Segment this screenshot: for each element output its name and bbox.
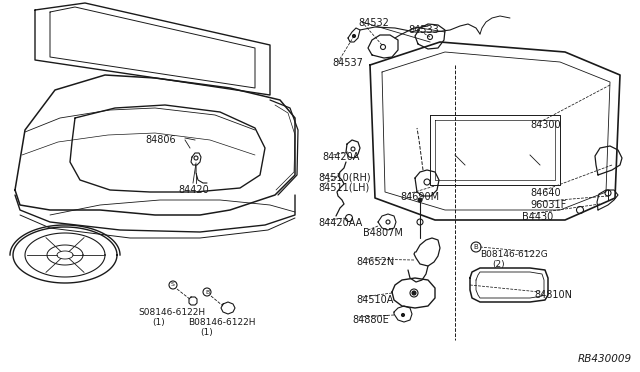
Text: (2): (2) [492,260,504,269]
Text: 96031F: 96031F [530,200,566,210]
Text: B4430: B4430 [522,212,553,222]
Text: B08146-6122G: B08146-6122G [480,250,548,259]
Text: 84420A: 84420A [322,152,360,162]
Text: 84652N: 84652N [356,257,394,267]
Text: S08146-6122H: S08146-6122H [138,308,205,317]
Circle shape [353,35,355,38]
Text: 84420: 84420 [178,185,209,195]
Text: RB430009: RB430009 [578,354,632,364]
Text: 84690M: 84690M [400,192,439,202]
Text: 84880E: 84880E [352,315,388,325]
Text: 84810N: 84810N [534,290,572,300]
Text: B: B [205,289,209,295]
Text: 84510(RH): 84510(RH) [318,173,371,183]
Circle shape [401,314,404,317]
Text: 84300: 84300 [530,120,561,130]
Text: (1): (1) [152,318,164,327]
Text: S: S [171,282,175,288]
Text: 84806: 84806 [145,135,175,145]
Circle shape [418,198,422,202]
Text: (1): (1) [200,328,212,337]
Text: 84640: 84640 [530,188,561,198]
Text: 84510A: 84510A [356,295,394,305]
Text: 84420AA: 84420AA [318,218,362,228]
Text: B: B [474,244,478,250]
Circle shape [412,291,416,295]
Text: 84511(LH): 84511(LH) [318,183,369,193]
Text: 84533: 84533 [408,25,439,35]
Text: B4807M: B4807M [363,228,403,238]
Text: 84537: 84537 [332,58,363,68]
Text: B08146-6122H: B08146-6122H [188,318,255,327]
Text: 84532: 84532 [358,18,389,28]
